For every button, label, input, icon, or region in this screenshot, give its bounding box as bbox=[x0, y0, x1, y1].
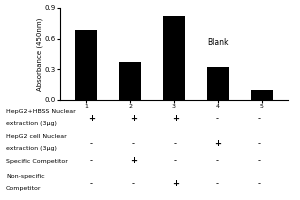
Bar bbox=[251, 90, 273, 100]
Text: -: - bbox=[90, 156, 93, 165]
Text: +: + bbox=[172, 179, 179, 188]
Text: +: + bbox=[130, 156, 137, 165]
Text: +: + bbox=[88, 114, 95, 123]
Y-axis label: Absorbance (450nm): Absorbance (450nm) bbox=[37, 17, 43, 91]
Text: -: - bbox=[132, 179, 135, 188]
Text: HepG2 cell Nuclear: HepG2 cell Nuclear bbox=[6, 134, 67, 139]
Text: -: - bbox=[258, 179, 261, 188]
Text: -: - bbox=[90, 179, 93, 188]
Bar bbox=[163, 16, 185, 100]
Text: Competitor: Competitor bbox=[6, 186, 41, 191]
Text: -: - bbox=[90, 139, 93, 148]
Bar bbox=[119, 62, 141, 100]
Text: -: - bbox=[258, 139, 261, 148]
Text: -: - bbox=[258, 156, 261, 165]
Text: extraction (3μg): extraction (3μg) bbox=[6, 121, 57, 126]
Text: -: - bbox=[174, 156, 177, 165]
Text: -: - bbox=[132, 139, 135, 148]
Text: -: - bbox=[258, 114, 261, 123]
Text: Blank: Blank bbox=[207, 38, 229, 47]
Bar bbox=[207, 67, 229, 100]
Text: Specific Competitor: Specific Competitor bbox=[6, 159, 68, 164]
Text: +: + bbox=[130, 114, 137, 123]
Text: +: + bbox=[172, 114, 179, 123]
Text: -: - bbox=[216, 156, 219, 165]
Text: -: - bbox=[174, 139, 177, 148]
Text: -: - bbox=[216, 179, 219, 188]
Text: extraction (3μg): extraction (3μg) bbox=[6, 146, 57, 151]
Text: NC: NC bbox=[169, 38, 179, 47]
Bar bbox=[75, 30, 97, 100]
Text: +: + bbox=[214, 139, 221, 148]
Text: -: - bbox=[216, 114, 219, 123]
Text: Non-specific: Non-specific bbox=[6, 174, 45, 179]
Text: HepG2+HBSS Nuclear: HepG2+HBSS Nuclear bbox=[6, 109, 76, 114]
